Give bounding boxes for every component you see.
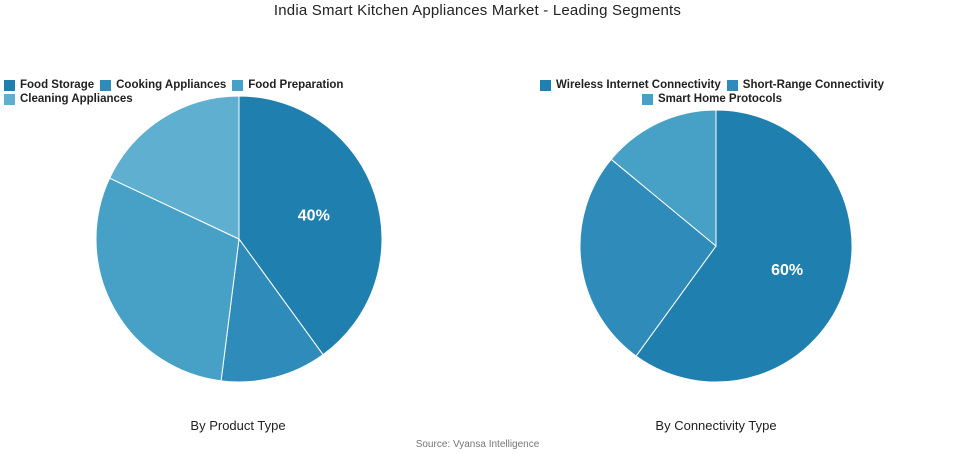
pie-slice-food-preparation	[95, 177, 240, 382]
legend-label-food-preparation: Food Preparation	[248, 79, 344, 91]
legend-item-short-range-connectivity: Short-Range Connectivity	[726, 79, 884, 91]
caption-connectivity-type: By Connectivity Type	[655, 418, 777, 433]
legend-swatch-food-storage	[4, 79, 15, 91]
pie-slice-cooking-appliances	[220, 237, 324, 383]
legend-item-wireless-internet-connectivity: Wireless Internet Connectivity	[540, 79, 721, 91]
source-note: Source: Vyansa Intelligence	[415, 439, 540, 450]
legend-item-food-storage: Food Storage	[4, 79, 94, 91]
chart-title: India Smart Kitchen Appliances Market - …	[273, 2, 682, 19]
pie-slice-food-storage	[238, 95, 383, 356]
legend-swatch-smart-home-protocols	[642, 93, 653, 105]
legend-label-food-storage: Food Storage	[20, 79, 95, 91]
legend-connectivity-type: Wireless Internet Connectivity Short-Rang…	[500, 79, 930, 105]
legend-label-smart-home-protocols: Smart Home Protocols	[658, 93, 782, 105]
legend-label-cooking-appliances: Cooking Appliances	[116, 79, 227, 91]
legend-swatch-short-range-connectivity	[726, 79, 738, 91]
legend-item-smart-home-protocols: Smart Home Protocols	[642, 93, 782, 105]
legend-product-type: Food Storage Cooking Appliances Food Prepa…	[4, 79, 484, 105]
legend-item-food-preparation: Food Preparation	[232, 79, 343, 91]
legend-swatch-cleaning-appliances	[4, 93, 15, 105]
legend-swatch-wireless-internet-connectivity	[540, 79, 551, 91]
legend-label-short-range-connectivity: Short-Range Connectivity	[742, 79, 884, 91]
pie-slice-cleaning-appliances	[108, 95, 240, 240]
legend-label-cleaning-appliances: Cleaning Appliances	[20, 93, 133, 105]
legend-swatch-cooking-appliances	[100, 79, 112, 91]
legend-item-cleaning-appliances: Cleaning Appliances	[4, 93, 133, 105]
slice-label-food-storage: 40%	[298, 208, 330, 225]
legend-item-cooking-appliances: Cooking Appliances	[100, 79, 226, 91]
legend-swatch-food-preparation	[232, 79, 244, 91]
caption-product-type: By Product Type	[190, 418, 286, 433]
legend-label-wireless-internet-connectivity: Wireless Internet Connectivity	[556, 79, 721, 91]
